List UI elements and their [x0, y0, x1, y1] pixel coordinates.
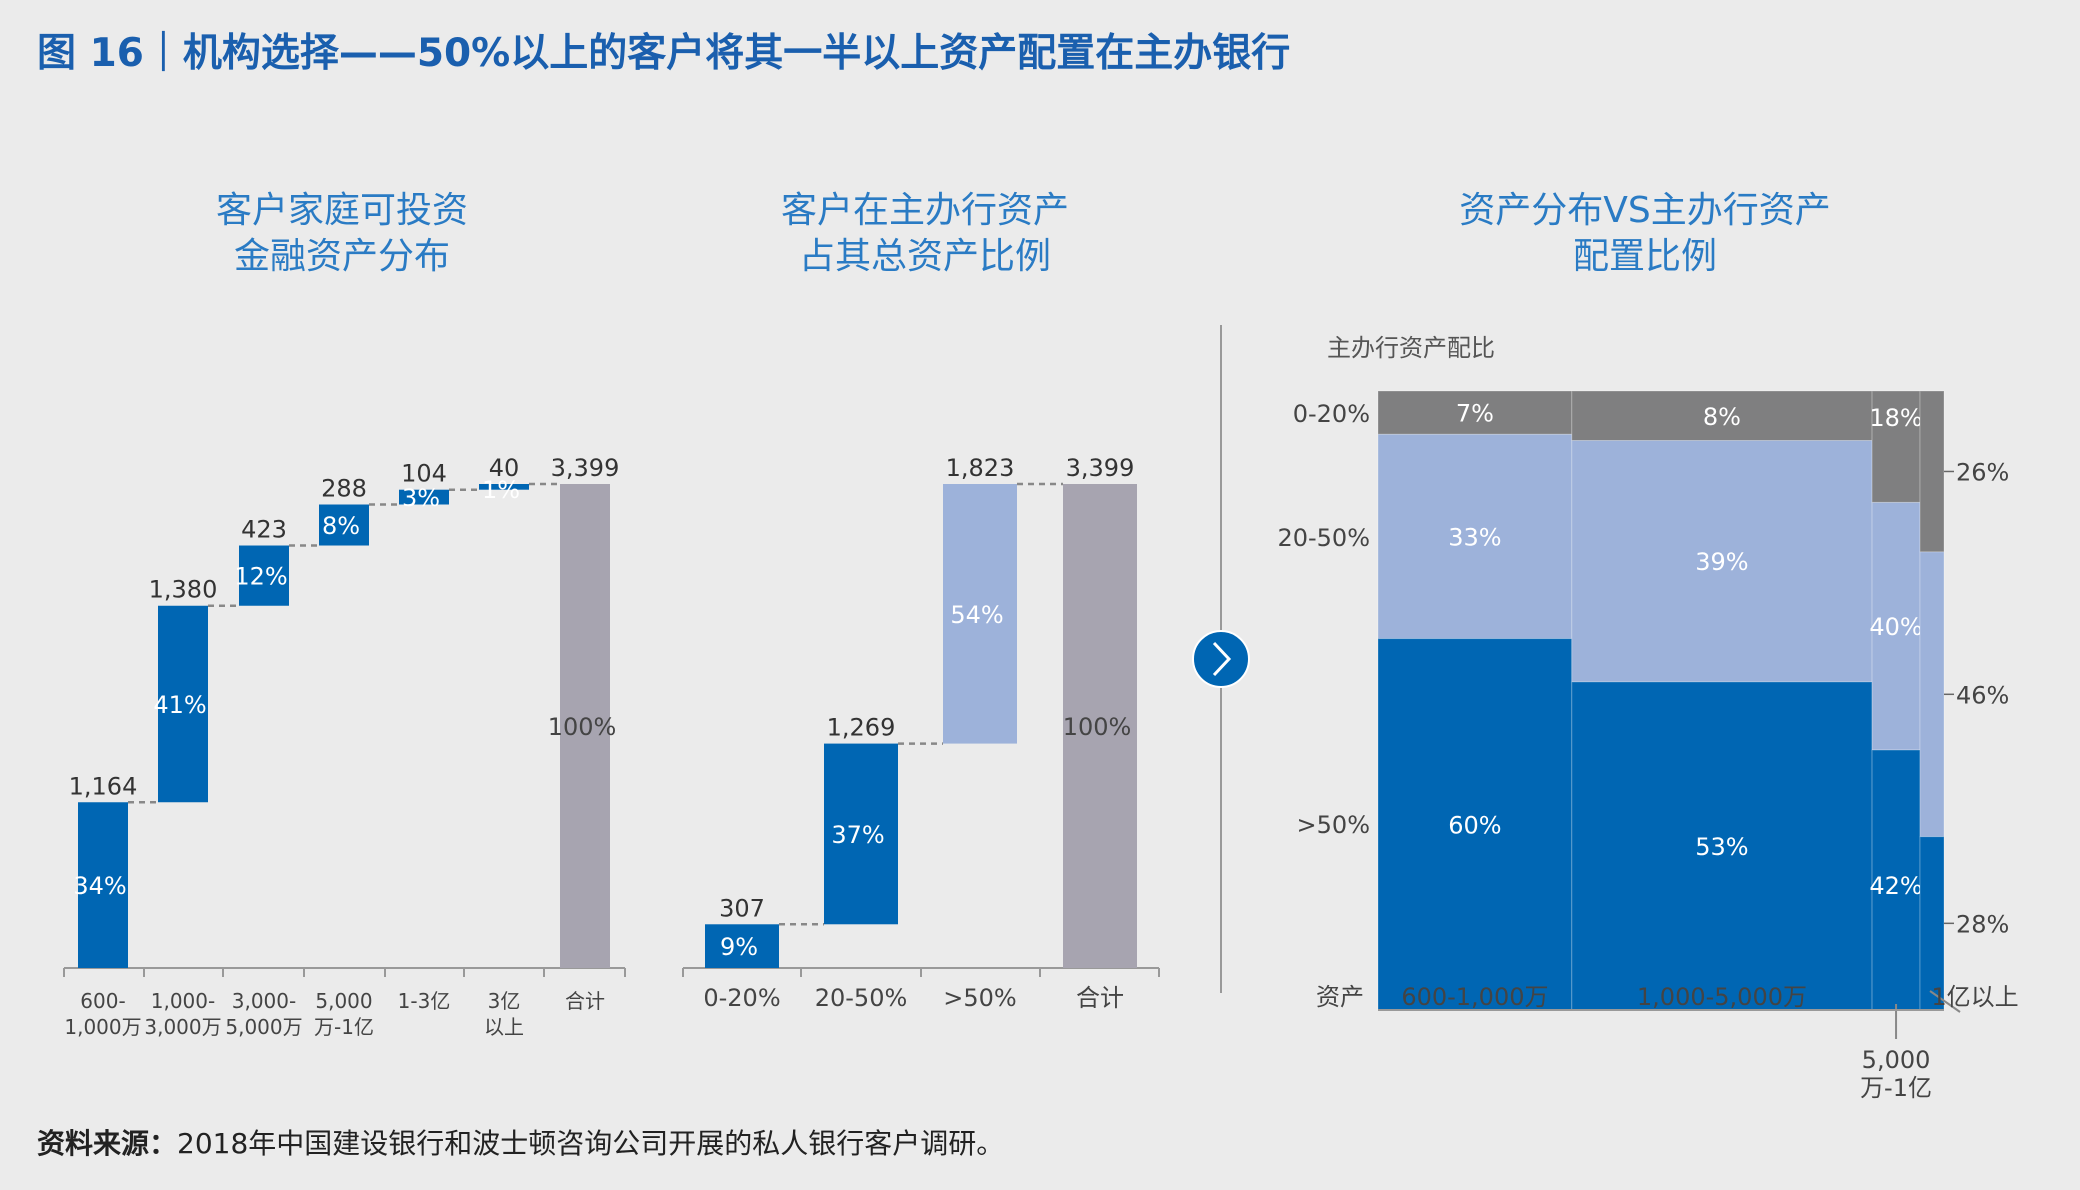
mosaic-cell: [1871, 501, 1921, 751]
chart3-title-line1: 资产分布VS主办行资产: [1459, 190, 1830, 231]
mosaic-cell: [1377, 638, 1573, 1011]
bar: [239, 545, 289, 606]
percent-label: 1%: [482, 476, 520, 504]
percent-label: 100%: [1063, 713, 1132, 741]
category-label: 3亿: [488, 989, 521, 1013]
percent-label: 100%: [548, 713, 617, 741]
cell-label: 7%: [1456, 400, 1494, 428]
percent-label: 41%: [153, 691, 206, 719]
cell-label: 40%: [1869, 613, 1922, 641]
mosaic-cell: [1571, 390, 1873, 442]
category-label: 600-: [80, 989, 125, 1013]
category-label: 3,000万: [144, 1015, 221, 1039]
bar: [1063, 484, 1137, 968]
value-label: 1,164: [69, 772, 138, 800]
column-label: 5,000: [1862, 1046, 1931, 1074]
bar: [479, 484, 529, 490]
row-label: 20-50%: [1277, 524, 1370, 552]
y-axis-label: 主办行资产配比: [1327, 334, 1495, 362]
column-label: 600-1,000万: [1401, 983, 1548, 1011]
source-label: 资料来源：: [37, 1127, 177, 1160]
mosaic-cell: [1871, 749, 1921, 1011]
source-text: 2018年中国建设银行和波士顿咨询公司开展的私人银行客户调研。: [177, 1127, 1004, 1160]
mosaic-cell: [1571, 681, 1873, 1011]
bar: [399, 489, 449, 505]
chart2-title-line1: 客户在主办行资产: [781, 190, 1069, 231]
percent-label: 9%: [720, 933, 758, 961]
mosaic-cell: [1377, 433, 1573, 640]
bar: [824, 743, 898, 925]
category-label: 1-3亿: [398, 989, 451, 1013]
chart-asset-distribution: 客户家庭可投资 金融资产分布 1,164 34% 600-1,000万 1,380 41…: [63, 190, 626, 1039]
value-label: 104: [401, 460, 447, 488]
chart1-title-line2: 金融资产分布: [234, 236, 450, 277]
chart-main-bank-share: 客户在主办行资产 占其总资产比例 307 9% 0-20% 1,269 37% 20-50…: [682, 190, 1160, 1012]
category-label: 5,000: [315, 989, 372, 1013]
category-label: 合计: [1076, 984, 1124, 1012]
bar: [319, 504, 369, 546]
column-label: 1亿以上: [1931, 983, 2018, 1011]
category-label: >50%: [943, 984, 1016, 1012]
value-label: 307: [719, 894, 765, 922]
cell-label: 53%: [1695, 833, 1748, 861]
cell-label: 42%: [1869, 872, 1922, 900]
chart3-title-line2: 配置比例: [1573, 236, 1717, 277]
category-label: 以上: [484, 1015, 524, 1039]
chart-mosaic: 资产分布VS主办行资产 配置比例 主办行资产配比 0-20% 20-50% >50%…: [1277, 190, 2018, 1102]
figure-title: 图 16｜机构选择——50%以上的客户将其一半以上资产配置在主办银行: [37, 31, 1290, 76]
mosaic-cell: [1377, 390, 1573, 435]
percent-label: 12%: [234, 563, 287, 591]
category-label: 万-1亿: [314, 1015, 374, 1039]
percent-label: 3%: [402, 484, 440, 512]
cell-label: 33%: [1448, 523, 1501, 551]
chart1-title-line1: 客户家庭可投资: [216, 190, 468, 231]
source-note: 资料来源：2018年中国建设银行和波士顿咨询公司开展的私人银行客户调研。: [37, 1127, 1004, 1160]
x-axis-label: 资产: [1316, 983, 1364, 1011]
column-label: 万-1亿: [1860, 1074, 1932, 1102]
percent-label: 34%: [73, 872, 126, 900]
value-label: 1,823: [946, 454, 1015, 482]
category-label: 20-50%: [815, 984, 908, 1012]
row-label: >50%: [1297, 811, 1370, 839]
category-label: 1,000-: [151, 989, 215, 1013]
cell-label: 60%: [1448, 811, 1501, 839]
cell-label: 26%: [1956, 458, 2009, 486]
value-label: 1,269: [827, 714, 896, 742]
mosaic-cell: [1919, 551, 1945, 838]
cell-label: 28%: [1956, 910, 2009, 938]
column-label: 1,000-5,000万: [1637, 983, 1807, 1011]
cell-label: 18%: [1869, 404, 1922, 432]
percent-label: 54%: [950, 601, 1003, 629]
leader-line: [1929, 990, 1961, 1013]
mosaic-cell: [1871, 390, 1921, 503]
mosaic-cell: [1571, 440, 1873, 683]
percent-label: 37%: [831, 821, 884, 849]
value-label: 288: [321, 475, 367, 503]
value-label: 40: [489, 454, 520, 482]
percent-label: 8%: [322, 512, 360, 540]
cell-label: 39%: [1695, 548, 1748, 576]
bar: [560, 484, 610, 968]
bar: [78, 802, 128, 968]
chart2-title-line2: 占其总资产比例: [799, 236, 1051, 277]
bar: [943, 484, 1017, 744]
chevron-right-icon: [1192, 630, 1250, 688]
bar: [158, 605, 208, 803]
value-label: 423: [241, 516, 287, 544]
value-label: 3,399: [1066, 454, 1135, 482]
value-label: 3,399: [551, 454, 620, 482]
category-label: 0-20%: [703, 984, 780, 1012]
category-label: 1,000万: [64, 1015, 141, 1039]
cell-label: 46%: [1956, 681, 2009, 709]
row-label: 0-20%: [1293, 400, 1370, 428]
category-label: 3,000-: [232, 989, 296, 1013]
category-label: 5,000万: [225, 1015, 302, 1039]
bar: [705, 924, 779, 968]
value-label: 1,380: [149, 576, 218, 604]
mosaic-cell: [1919, 390, 1945, 553]
cell-label: 8%: [1703, 403, 1741, 431]
category-label: 合计: [565, 989, 605, 1013]
